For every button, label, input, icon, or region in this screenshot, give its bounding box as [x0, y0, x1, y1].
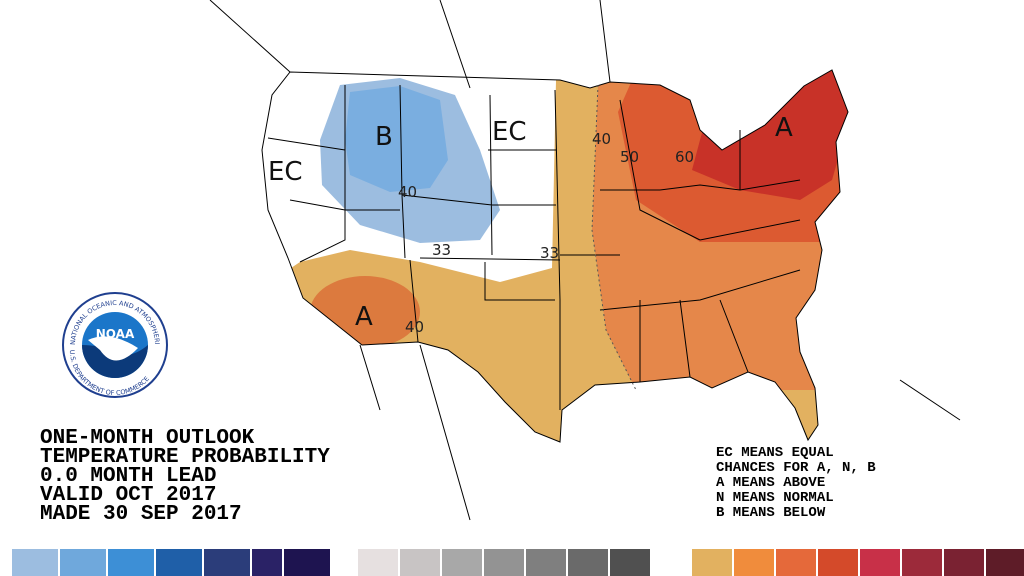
- info-line: ONE-MONTH OUTLOOK: [40, 427, 255, 450]
- key-line: A MEANS ABOVE: [716, 475, 825, 491]
- logo-text-path: NATIONAL OCEANIC AND ATMOSPHERIC ADMINIS…: [0, 0, 161, 345]
- contour-label: 33: [432, 241, 451, 259]
- info-line: VALID OCT 2017: [40, 484, 216, 507]
- key-line: CHANCES FOR A, N, B: [716, 460, 876, 476]
- logo-text: NATIONAL OCEANIC AND ATMOSPHERIC ADMINIS…: [0, 0, 161, 345]
- info-line: 0.0 MONTH LEAD: [40, 465, 216, 488]
- key-line: N MEANS NORMAL: [716, 490, 834, 506]
- probability-shading: [270, 70, 848, 442]
- contour-label: 33: [540, 244, 559, 262]
- contour-label: 40: [405, 318, 424, 336]
- info-line: TEMPERATURE PROBABILITY: [40, 446, 330, 469]
- above-label: A: [355, 302, 373, 332]
- key-line: EC MEANS EQUAL: [716, 445, 834, 461]
- contour-label: 40: [398, 183, 417, 201]
- ec-label: EC: [492, 117, 527, 147]
- info-line: MADE 30 SEP 2017: [40, 503, 242, 526]
- ec-label: EC: [268, 157, 303, 187]
- contour-label: 40: [592, 130, 611, 148]
- logo-name: NOAA: [96, 327, 135, 341]
- above-label: A: [775, 113, 793, 143]
- noaa-logo: NATIONAL OCEANIC AND ATMOSPHERIC ADMINIS…: [0, 0, 168, 398]
- key-line: B MEANS BELOW: [716, 505, 826, 521]
- state-borders: [209, 0, 961, 521]
- color-scale: [12, 549, 1024, 576]
- contour-label: 50: [620, 148, 639, 166]
- contour-label: 60: [675, 148, 694, 166]
- map-key: EC MEANS EQUAL CHANCES FOR A, N, B A MEA…: [716, 445, 876, 521]
- below-label: B: [375, 122, 393, 152]
- outlook-info: ONE-MONTH OUTLOOK TEMPERATURE PROBABILIT…: [40, 427, 330, 526]
- contour-line: [591, 84, 637, 391]
